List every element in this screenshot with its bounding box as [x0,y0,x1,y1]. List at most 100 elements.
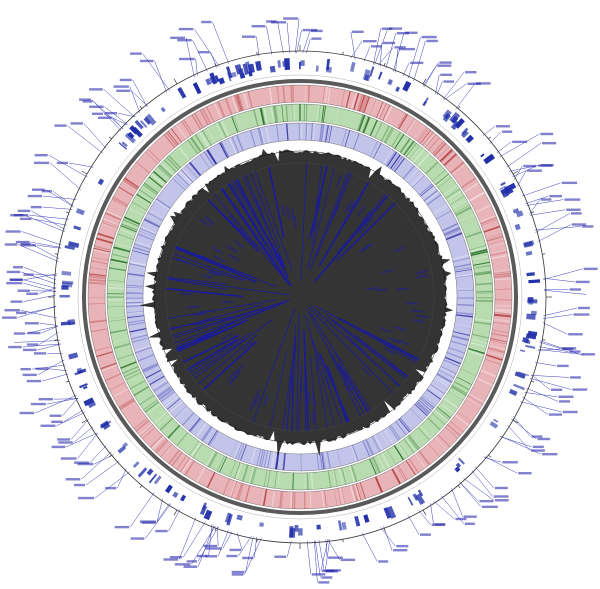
leader-line [306,38,311,54]
heat-stripe [174,405,187,418]
heat-stripe [398,114,408,130]
chord-line [193,318,273,380]
gene-label-mark [573,313,590,316]
chord-line [316,306,417,364]
heat-stripe [394,157,406,172]
heat-stripe [494,313,512,318]
heat-stripe [179,457,191,473]
heat-stripe [263,107,268,125]
chord-label-mark [242,341,253,351]
chord-line [346,335,400,387]
heat-stripe [322,86,326,104]
gene-label-mark [51,445,66,449]
heat-stripe [202,108,212,124]
leader-line [530,378,572,390]
track-edge [123,120,477,474]
chord-label-mark [176,258,189,264]
leader-line [374,28,388,65]
heat-stripe [353,93,360,110]
heat-stripe [105,210,123,219]
heat-stripe [233,115,240,132]
leader-line [526,387,559,402]
heat-stripe [167,425,181,439]
heat-stripe [456,303,474,307]
leader-line [27,306,57,314]
heat-stripe [403,141,415,156]
heat-stripe [134,241,152,248]
heat-stripe [139,394,155,406]
leader-line [471,470,493,497]
gene-label-mark [19,411,35,415]
gene-label-mark [388,27,403,30]
heat-stripe [493,271,511,274]
heat-stripe [89,319,107,324]
heat-stripe [455,206,472,216]
heat-stripe [151,436,165,450]
leader-line [373,28,381,65]
heat-stripe [182,412,195,426]
heat-stripe [325,125,329,143]
chord-line [318,181,370,267]
chord-label-mark [357,205,366,217]
heat-stripe [321,490,325,508]
heat-stripe [113,246,131,253]
leader-line [244,537,262,575]
heat-stripe [134,241,152,248]
heat-stripe [125,372,142,381]
gene-label-mark [33,352,47,355]
heat-stripe [147,149,161,162]
leader-line [42,373,69,382]
gene-label-mark [77,462,94,466]
heat-stripe [494,299,512,301]
heat-stripe [127,319,145,324]
heat-stripe [450,162,465,174]
heat-stripe [266,450,271,468]
heat-stripe [229,480,237,498]
heat-stripe [166,156,179,171]
heat-stripe [412,148,425,163]
heat-stripe [201,130,212,146]
heat-stripe [407,435,419,451]
heat-stripe [293,104,295,122]
gene-label-mark [540,132,554,136]
heat-stripe [490,339,507,345]
gene-label-mark [19,217,32,221]
heat-stripe [104,373,122,382]
heat-stripe [456,312,474,315]
leader-line [484,456,518,474]
feature-glyph [465,134,474,144]
leader-line [42,206,73,210]
leader-line [525,195,549,205]
feature-glyph [209,72,218,85]
heat-stripe [261,450,266,467]
gene-label-mark [571,223,587,226]
heat-stripe [321,105,325,123]
feature-glyph [164,484,173,494]
gene-label-mark [40,424,56,427]
heat-stripe [176,173,190,187]
gene-label-mark [532,445,544,449]
chord-label-mark [228,374,238,386]
leader-line [118,112,136,118]
heat-stripe [434,409,449,422]
heat-stripe [490,338,508,344]
heat-stripe [335,107,339,125]
gene-label-mark [23,348,37,352]
gene-label-mark [6,270,21,274]
heat-stripe [134,243,151,250]
gene-label-mark [34,154,48,157]
heat-stripe [417,153,430,167]
heat-stripe [469,191,485,201]
heat-stripe [437,176,452,188]
gene-label-mark [493,495,509,498]
feature-glyph [402,80,412,92]
leader-line [327,539,340,560]
gene-label-mark [169,555,183,559]
heat-stripe [448,390,464,401]
gene-label-mark [104,112,118,115]
heat-stripe [279,491,282,509]
inner-chord-layer [165,162,435,432]
blue-heat-track [125,122,475,472]
leader-line [393,32,405,72]
leader-line [522,396,549,415]
